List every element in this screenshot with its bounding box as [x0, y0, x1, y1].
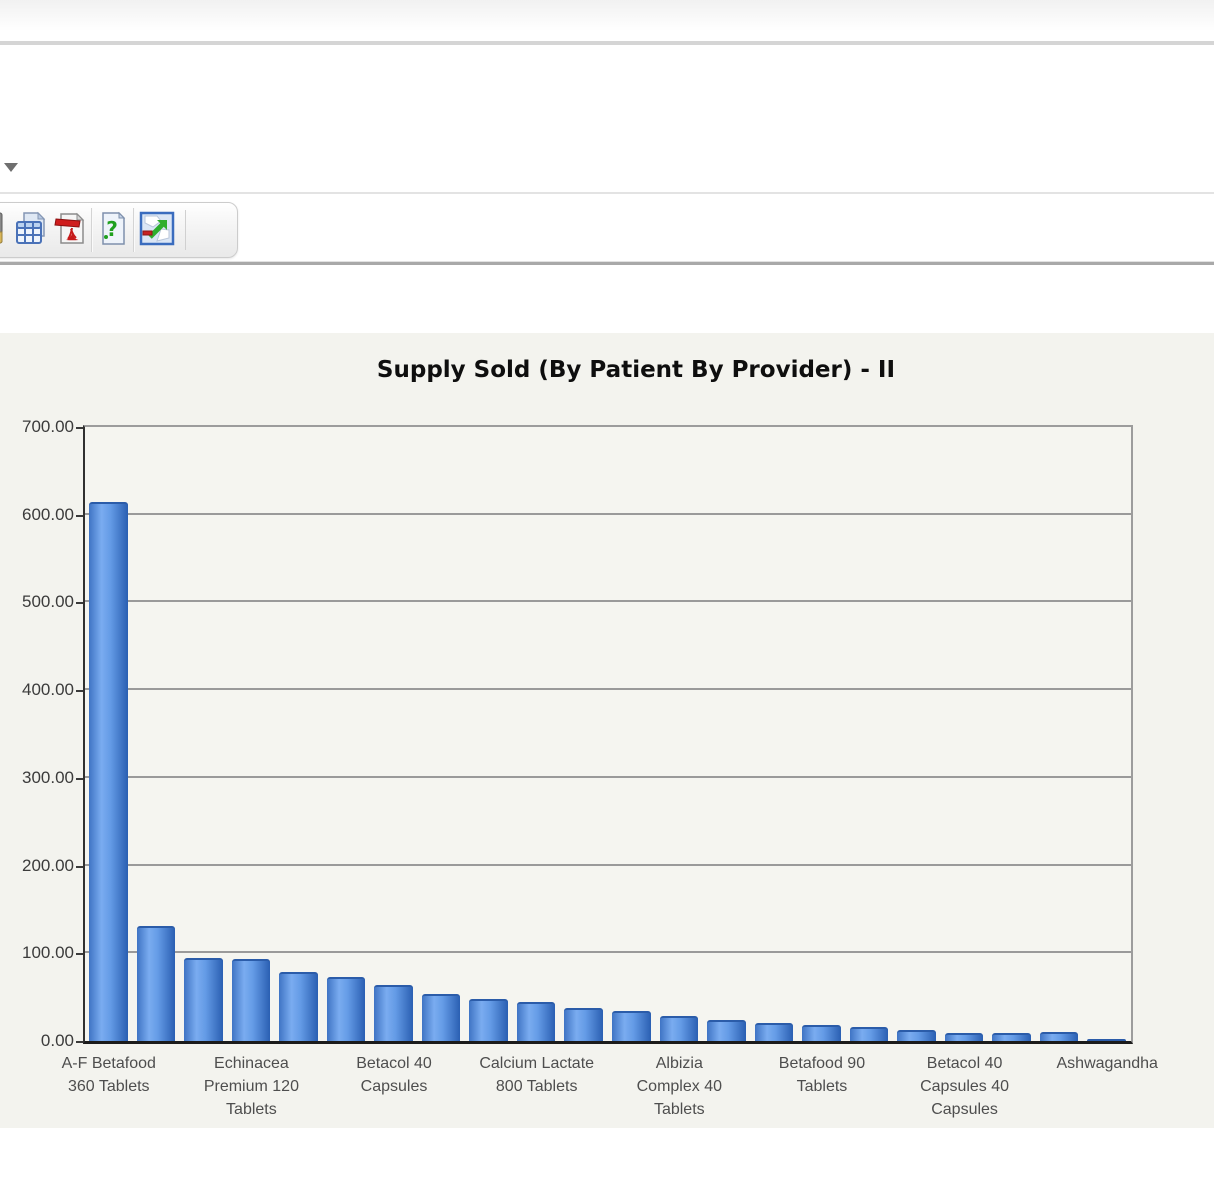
toggle-size-icon: [137, 210, 177, 251]
y-axis-tick-label: 400.00: [22, 680, 74, 700]
y-axis-tick-label: 100.00: [22, 943, 74, 963]
bar: [707, 1020, 746, 1041]
export-excel-button[interactable]: [11, 207, 51, 253]
y-axis-tick-label: 600.00: [22, 504, 74, 524]
gridline: [85, 600, 1131, 603]
gridline: [85, 863, 1131, 866]
gridline: [85, 951, 1131, 954]
y-axis-tick-label: 500.00: [22, 592, 74, 612]
x-axis-category-label: Betafood 90 Tablets: [778, 1055, 866, 1095]
x-axis-category-label: Albizia Complex 40 Tablets: [636, 1055, 722, 1118]
toggle-size-button[interactable]: [135, 207, 179, 253]
y-axis-tick: [76, 1041, 83, 1043]
gridline: [85, 688, 1131, 691]
export-pdf-icon: [52, 210, 90, 251]
bar: [897, 1030, 936, 1041]
y-axis-tick-label: 200.00: [22, 855, 74, 875]
x-axis-category-label: A-F Betafood 360 Tablets: [61, 1055, 156, 1095]
toolbar-endcap: [185, 210, 186, 250]
plot-area: [85, 427, 1131, 1041]
plot-frame: [83, 425, 1133, 1044]
bar: [944, 1033, 984, 1041]
export-pdf-button[interactable]: [51, 207, 91, 253]
content-divider: [0, 261, 1214, 265]
bar: [802, 1025, 841, 1041]
document-edge-icon: [0, 210, 8, 251]
y-axis-tick-label: 300.00: [22, 767, 74, 787]
y-axis-tick: [76, 602, 83, 605]
bar: [374, 985, 413, 1041]
y-axis-tick: [76, 865, 83, 868]
y-axis-tick-label: 700.00: [22, 417, 74, 436]
report-toolbar: ?: [0, 202, 238, 258]
bar: [421, 994, 461, 1041]
bar: [1087, 1039, 1126, 1041]
bar: [326, 977, 366, 1041]
toolbar-separator: [133, 208, 135, 252]
report-chart-panel: Supply Sold (By Patient By Provider) - I…: [0, 333, 1214, 1128]
gridline: [85, 775, 1131, 778]
y-axis-tick: [76, 690, 83, 693]
help-button[interactable]: ?: [93, 207, 133, 253]
bar: [564, 1008, 603, 1041]
y-axis-tick: [76, 777, 83, 780]
y-axis-tick: [76, 953, 83, 956]
x-axis-category-label: Ashwagandha: [1056, 1055, 1158, 1072]
chevron-down-icon[interactable]: [4, 163, 18, 172]
export-table-icon: [12, 210, 50, 251]
bar: [184, 958, 223, 1041]
bar: [612, 1011, 651, 1041]
bar: [231, 959, 271, 1041]
x-axis-category-label: Betacol 40 Capsules: [356, 1055, 432, 1095]
bar: [469, 999, 508, 1041]
top-header-strip: [0, 0, 1214, 45]
svg-text:?: ?: [106, 217, 118, 241]
x-axis-category-label: Calcium Lactate 800 Tablets: [479, 1055, 595, 1095]
bar: [992, 1033, 1031, 1041]
gridline: [85, 512, 1131, 515]
chart-title: Supply Sold (By Patient By Provider) - I…: [376, 357, 896, 383]
bar: [849, 1027, 889, 1041]
help-icon: ?: [96, 210, 130, 251]
bar: [136, 926, 176, 1041]
export-button[interactable]: [0, 207, 11, 253]
bar: [1039, 1032, 1079, 1041]
bar: [516, 1002, 556, 1041]
toolbar-separator: [91, 208, 93, 252]
bar: [659, 1016, 699, 1041]
bar: [279, 972, 318, 1041]
bar: [89, 502, 128, 1041]
y-axis-tick: [76, 514, 83, 517]
y-axis-tick-label: 0.00: [40, 1031, 74, 1050]
x-axis-category-label: Betacol 40 Capsules 40 Capsules: [920, 1055, 1010, 1118]
x-axis-category-label: Echinacea Premium 120 Tablets: [203, 1055, 299, 1118]
y-axis-tick: [76, 427, 83, 429]
horizontal-divider: [0, 192, 1214, 194]
bar: [754, 1023, 794, 1041]
